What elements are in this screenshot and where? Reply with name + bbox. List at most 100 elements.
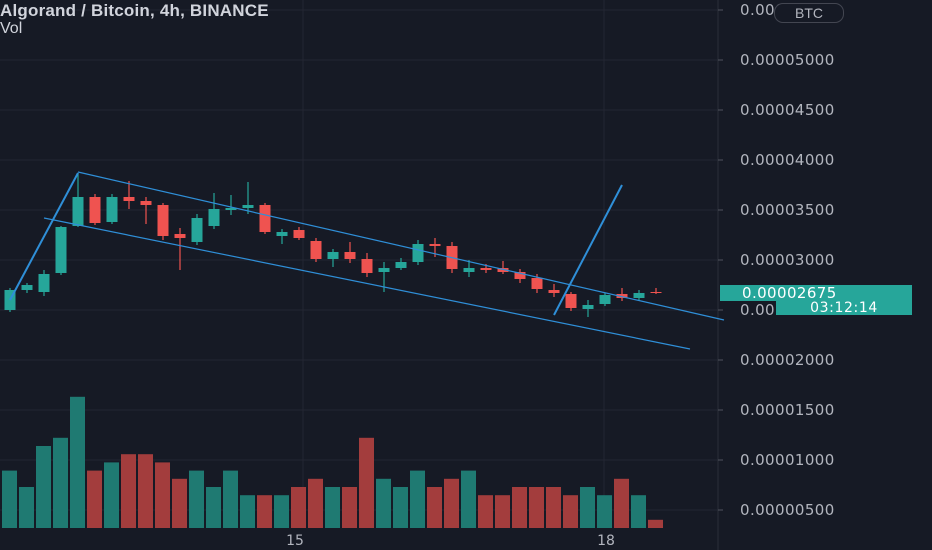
volume-bar: [410, 470, 425, 528]
candle-body: [106, 197, 118, 222]
impulse-left-line: [9, 172, 79, 301]
candle-body: [225, 208, 237, 210]
volume-bar: [648, 519, 663, 528]
volume-bar: [529, 487, 544, 528]
current-price-label: 0.00002675: [720, 285, 912, 301]
volume-bar: [121, 454, 136, 528]
currency-badge[interactable]: BTC: [774, 3, 844, 23]
impulse-right-line: [553, 184, 623, 316]
bar-countdown-label: 03:12:14: [776, 301, 912, 315]
volume-bar: [2, 470, 17, 528]
candle-body: [89, 197, 101, 223]
volume-bar: [53, 437, 68, 528]
candle-body: [208, 209, 220, 226]
volume-bar: [495, 495, 510, 528]
volume-bar: [257, 495, 272, 528]
candle-body: [378, 268, 390, 272]
candle-body: [174, 234, 186, 238]
chart-legend: Algorand / Bitcoin, 4h, BINANCE Vol: [0, 1, 269, 37]
candle-body: [157, 205, 169, 236]
volume-bar: [359, 437, 374, 528]
y-tick-label: 0.00002000: [740, 351, 835, 369]
volume-bar: [376, 478, 391, 528]
volume-bar: [444, 478, 459, 528]
trendlines[interactable]: [9, 171, 725, 350]
candle-body: [633, 293, 645, 298]
candle-body: [276, 232, 288, 236]
time-axis[interactable]: 15 18: [286, 533, 615, 549]
y-tick-label: 0.00001000: [740, 451, 835, 469]
upper-channel-line: [77, 171, 725, 321]
y-tick-label: 0.00001500: [740, 401, 835, 419]
candle-body: [140, 201, 152, 205]
candle-body: [429, 244, 441, 246]
x-tick-label: 18: [597, 533, 615, 549]
candle-body: [344, 252, 356, 259]
volume-bar: [206, 487, 221, 528]
candle-body: [616, 294, 628, 298]
volume-bar: [325, 487, 340, 528]
volume-bar: [155, 462, 170, 528]
y-tick-label: 0.00004000: [740, 151, 835, 169]
volume-bar: [104, 462, 119, 528]
candle-body: [514, 272, 526, 279]
volume-bar: [461, 470, 476, 528]
candle-body: [531, 278, 543, 289]
volume-bar: [563, 495, 578, 528]
candle-body: [361, 259, 373, 273]
candle-body: [599, 295, 611, 304]
candle-body: [21, 285, 33, 290]
candle-body: [55, 227, 67, 273]
candle-body: [650, 292, 662, 293]
volume-bar: [427, 487, 442, 528]
volume-bar: [19, 487, 34, 528]
candle-body: [565, 294, 577, 308]
volume-bar: [274, 495, 289, 528]
volume-label[interactable]: Vol: [0, 20, 23, 37]
candle-body: [582, 305, 594, 309]
candle-body: [463, 268, 475, 272]
y-tick-label: 0.00005000: [740, 51, 835, 69]
x-tick-label: 15: [286, 533, 304, 549]
volume-bar: [189, 470, 204, 528]
candle-body: [497, 268, 509, 272]
candle-body: [310, 241, 322, 259]
volume-bar: [614, 478, 629, 528]
volume-bar: [597, 495, 612, 528]
symbol-title[interactable]: Algorand / Bitcoin, 4h, BINANCE: [0, 1, 269, 20]
volume-bar: [172, 478, 187, 528]
candle-body: [412, 244, 424, 262]
candle-body: [395, 262, 407, 268]
candle-body: [480, 268, 492, 270]
volume-bar: [512, 487, 527, 528]
volume-bar: [546, 487, 561, 528]
y-tick-label: 0.00000500: [740, 501, 835, 519]
volume-bar: [631, 495, 646, 528]
candle-body: [38, 274, 50, 292]
y-tick-label: 0.00003000: [740, 251, 835, 269]
candle-body: [327, 252, 339, 259]
volume-bars: [2, 396, 663, 528]
volume-bar: [223, 470, 238, 528]
candle-body: [123, 197, 135, 201]
volume-bar: [138, 454, 153, 528]
volume-bar: [393, 487, 408, 528]
candle-body: [548, 290, 560, 293]
volume-bar: [580, 487, 595, 528]
candle-body: [191, 218, 203, 242]
candle-body: [259, 205, 271, 232]
volume-bar: [240, 495, 255, 528]
y-tick-label: 0.00004500: [740, 101, 835, 119]
candle-body: [293, 230, 305, 238]
candlesticks: [4, 173, 662, 317]
y-tick-label: 0.00003500: [740, 201, 835, 219]
volume-bar: [478, 495, 493, 528]
volume-bar: [291, 487, 306, 528]
volume-bar: [36, 446, 51, 528]
lower-channel-line: [43, 217, 691, 350]
candle-body: [242, 205, 254, 208]
volume-bar: [342, 487, 357, 528]
volume-bar: [70, 396, 85, 528]
